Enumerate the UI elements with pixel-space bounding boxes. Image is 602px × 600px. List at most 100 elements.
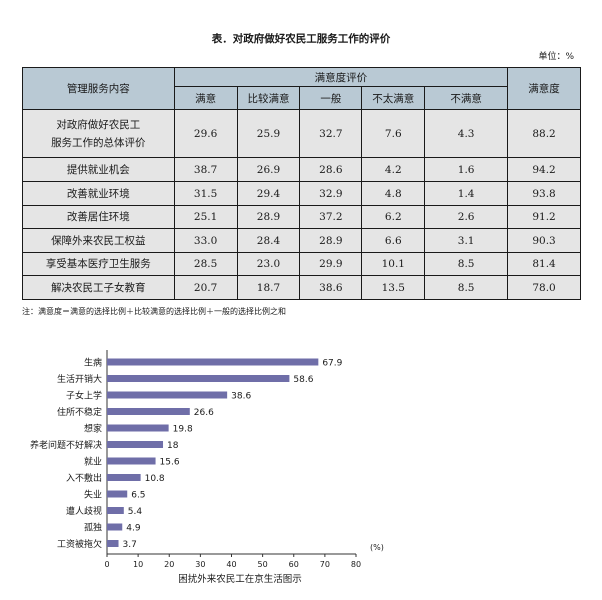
value-label: 6.5 [131,491,145,501]
cell-satisfaction: 93.8 [507,181,581,206]
table-note: 注：满意度＝满意的选择比例＋比较满意的选择比例＋一般的选择比例之和 [22,307,286,316]
cell-value: 32.7 [299,109,363,158]
bar [107,540,119,547]
table-row: 享受基本医疗卫生服务 28.5 23.0 29.9 10.1 8.5 81.4 [22,252,581,276]
row-label: 解决农民工子女教育 [22,275,175,300]
row-label: 改善就业环境 [22,181,175,206]
cell-value: 1.4 [424,181,509,206]
row-label-line: 对政府做好农民工 [56,118,141,131]
category-label: 孤独 [84,522,102,534]
cell-value: 25.1 [173,205,238,229]
cell-satisfaction: 90.3 [507,228,581,253]
cell-value: 28.4 [236,228,301,253]
cell-value: 4.3 [424,109,509,158]
table-row: 保障外来农民工权益 33.0 28.4 28.9 6.6 3.1 90.3 [22,228,581,253]
value-label: 10.8 [145,474,165,484]
row-label: 保障外来农民工权益 [22,228,175,253]
chart-title: 困扰外来农民工在京生活图示 [178,573,302,585]
bar [107,474,141,481]
header-group: 满意度评价 [173,67,509,87]
row-label: 改善居住环境 [22,205,175,229]
row-label: 享受基本医疗卫生服务 [22,252,175,276]
cell-value: 4.2 [361,157,426,182]
x-tick-label: 20 [164,560,174,569]
value-label: 38.6 [231,392,251,402]
cell-value: 25.9 [236,109,301,158]
cell-value: 33.0 [173,228,238,253]
category-label: 失业 [84,489,102,501]
cell-value: 1.6 [424,157,509,182]
unit-label: (%) [370,543,384,552]
value-label: 5.4 [128,507,143,517]
cell-satisfaction: 91.2 [507,205,581,229]
bar [107,424,169,432]
table-row: 改善就业环境 31.5 29.4 32.9 4.8 1.4 93.8 [22,181,581,206]
cell-value: 6.2 [361,205,426,229]
bar [107,441,164,448]
category-label: 遭人歧视 [66,505,102,517]
value-label: 3.7 [123,540,137,550]
column-header: 满意 [173,86,238,110]
header-item: 管理服务内容 [22,67,175,110]
header-satisfaction: 满意度 [507,67,581,110]
category-label: 生病 [84,357,102,369]
cell-value: 29.9 [299,252,363,276]
column-header: 不太满意 [361,86,426,110]
category-label: 子女上学 [66,390,102,402]
cell-value: 4.8 [361,181,426,206]
row-label-line: 提供就业机会 [66,163,130,176]
x-tick-label: 80 [351,560,361,569]
value-label: 15.6 [160,458,180,468]
bar [107,358,319,366]
table-row: 解决农民工子女教育 20.7 18.7 38.6 13.5 8.5 78.0 [22,275,581,300]
category-label: 工资被拖欠 [57,538,102,550]
column-header: 一般 [299,86,363,110]
column-header: 不满意 [424,86,509,110]
cell-value: 32.9 [299,181,363,206]
cell-value: 28.9 [236,205,301,229]
x-tick-label: 50 [258,560,268,569]
bar [107,408,190,415]
bar-chart: 生病 67.9 生活开销大 58.6 子女上学 38.6 住所不稳定 26.6 想家 19.8 养老… [30,350,384,585]
x-tick-label: 0 [104,560,109,569]
cell-value: 18.7 [236,275,301,300]
value-label: 19.8 [173,425,193,435]
cell-value: 20.7 [173,275,238,300]
bar [107,490,128,498]
cell-value: 2.6 [424,205,509,229]
cell-value: 8.5 [424,252,509,276]
column-header: 比较满意 [236,86,301,110]
category-label: 养老问题不好解决 [30,439,102,451]
cell-value: 13.5 [361,275,426,300]
evaluation-table: 管理服务内容 满意度评价 满意度 满意 比较满意 一般 不太满意 不满意 对政府… [22,67,581,300]
category-label: 住所不稳定 [57,406,102,418]
cell-value: 7.6 [361,109,426,158]
row-label-line: 解决农民工子女教育 [51,281,146,294]
value-label: 26.6 [194,408,214,418]
unit-label: 单位：% [538,52,574,62]
cell-value: 6.6 [361,228,426,253]
cell-value: 38.6 [299,275,363,300]
table-row: 对政府做好农民工 服务工作的总体评价 29.6 25.9 32.7 7.6 4.3 88.2 [22,109,581,158]
cell-satisfaction: 81.4 [507,252,581,276]
cell-value: 26.9 [236,157,301,182]
category-label: 想家 [84,423,102,435]
row-label-line: 改善就业环境 [66,187,130,200]
bar [107,457,156,465]
cell-value: 29.4 [236,181,301,206]
cell-value: 28.6 [299,157,363,182]
cell-value: 28.9 [299,228,363,253]
value-label: 58.6 [293,375,313,385]
cell-satisfaction: 88.2 [507,109,581,158]
cell-value: 29.6 [173,109,238,158]
bar [107,375,290,382]
category-label: 入不敷出 [66,472,102,484]
cell-value: 31.5 [173,181,238,206]
value-label: 67.9 [322,359,342,369]
cell-value: 28.5 [173,252,238,276]
value-label: 18 [167,441,179,451]
table-title: 表．对政府做好农民工服务工作的评价 [211,33,391,45]
x-tick-label: 70 [320,560,330,569]
x-tick-label: 10 [133,560,143,569]
value-label: 4.9 [126,524,141,534]
